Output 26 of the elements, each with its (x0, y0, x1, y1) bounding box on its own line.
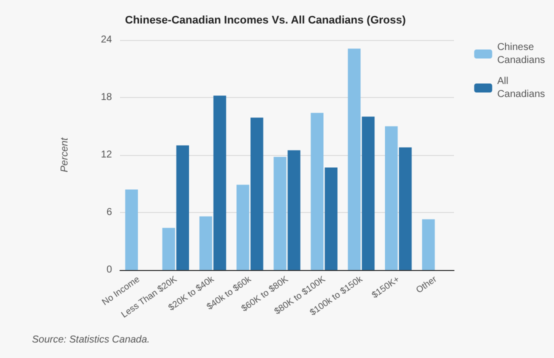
bar (162, 228, 176, 270)
bar (362, 116, 375, 270)
y-tick-label: 12 (100, 150, 112, 160)
bar (384, 126, 398, 270)
y-tick-label: 6 (106, 207, 112, 218)
chart-title: Chinese-Canadian Incomes Vs. All Canadians (Gross) (125, 14, 406, 26)
source-note: Source: Statistics Canada. (32, 334, 150, 346)
bar (398, 147, 412, 270)
bar (274, 156, 286, 270)
bar (125, 190, 138, 270)
bar (348, 48, 361, 270)
y-tick-label: 0 (106, 264, 112, 276)
y-tick-label: 18 (100, 92, 112, 103)
bar (176, 145, 190, 270)
bar (310, 112, 324, 270)
legend-label: All Canadians (497, 76, 545, 100)
bar (324, 167, 338, 270)
bar (422, 219, 435, 270)
bar (236, 184, 250, 270)
bar (288, 150, 300, 270)
legend-label: Chinese Canadians (497, 42, 545, 66)
bar (250, 118, 264, 270)
bar (199, 216, 212, 270)
y-tick-label: 24 (100, 34, 112, 46)
y-axis-title: Percent (60, 136, 70, 172)
bar (213, 96, 226, 270)
